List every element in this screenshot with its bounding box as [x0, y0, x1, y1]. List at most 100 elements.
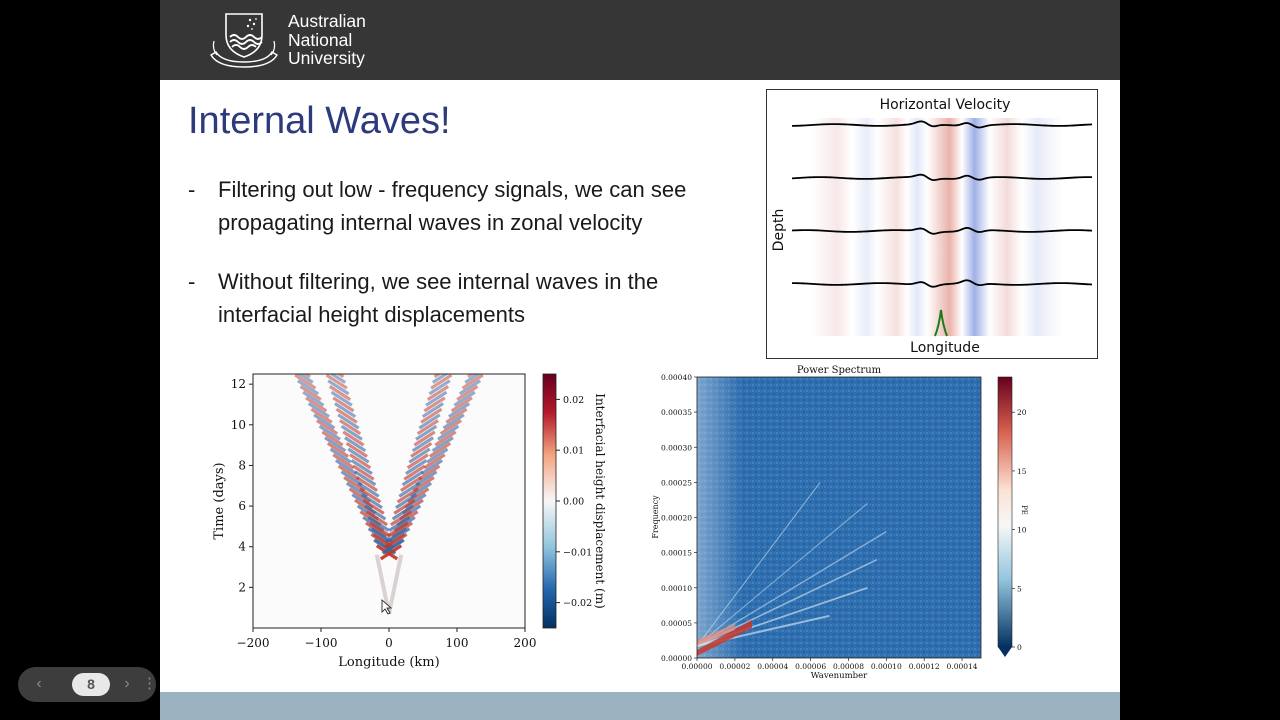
- mouse-cursor-icon: [381, 599, 393, 615]
- colorbar-tick-label: 15: [1017, 467, 1027, 476]
- wave-crest: [352, 464, 375, 481]
- wave-crest: [428, 441, 452, 458]
- wave-crest: [339, 419, 362, 436]
- x-tick-label: 100: [446, 636, 469, 650]
- logo-line: National: [288, 29, 353, 50]
- university-logo-text: Australian National University: [288, 12, 366, 68]
- colorbar-tick-label: 0.00: [563, 497, 584, 508]
- wave-crest: [418, 464, 441, 481]
- wave-crest: [418, 413, 441, 430]
- chart-title: Horizontal Velocity: [880, 97, 1011, 113]
- wave-crest: [381, 538, 404, 555]
- slide-header: Australian National University: [160, 0, 1120, 80]
- vertical-dots-icon[interactable]: ⋮: [142, 675, 157, 692]
- wave-crest: [335, 459, 358, 475]
- wave-crest: [340, 424, 363, 441]
- dispersion-ray: [697, 482, 821, 647]
- bullet-text: Filtering out low - frequency signals, w…: [218, 177, 687, 235]
- topography-bump: [934, 309, 948, 337]
- x-tick-label: 0.00012: [909, 662, 940, 671]
- colorbar-label: Interfacial height displacement (m): [593, 393, 607, 609]
- wave-crest: [337, 464, 360, 481]
- wave-crest: [344, 436, 367, 453]
- colorbar-extend-arrow: [998, 647, 1012, 657]
- colorbar-tick-label: −0.01: [563, 547, 592, 558]
- wave-stripes: [294, 360, 491, 615]
- wave-crest: [388, 515, 411, 532]
- wave-crest: [322, 360, 342, 371]
- wave-crest: [350, 459, 373, 475]
- wave-crest: [415, 424, 438, 441]
- x-tick-label: 0: [385, 636, 393, 650]
- x-tick-label: −200: [237, 636, 270, 650]
- wave-crest: [302, 390, 325, 407]
- wave-crest: [420, 459, 443, 475]
- wave-crest: [335, 407, 358, 424]
- x-axis-label: Wavenumber: [811, 671, 868, 681]
- wave-crest: [383, 532, 406, 549]
- wave-crest: [408, 447, 431, 464]
- wave-crest: [348, 487, 371, 504]
- y-tick-label: 0.00000: [661, 654, 692, 663]
- wave-crest: [425, 390, 448, 407]
- wave-crest: [328, 385, 352, 401]
- wave-crest: [406, 453, 429, 470]
- wave-crest: [431, 436, 454, 453]
- wave-crest: [360, 493, 383, 510]
- x-axis-ticks: −200 −100 0 100 200: [237, 628, 536, 650]
- wave-crest: [461, 374, 484, 390]
- chevron-left-icon[interactable]: ‹: [36, 675, 42, 692]
- wave-crest: [357, 481, 380, 498]
- wave-crest: [326, 441, 350, 458]
- colorbar-ticks: 20 15 10 5 0: [1012, 408, 1027, 652]
- wave-crest: [369, 521, 392, 538]
- x-axis-ticks: 0.00000 0.00002 0.00004 0.00006 0.00008 0.000…: [681, 658, 978, 671]
- wave-crest: [448, 402, 471, 419]
- wave-crest: [302, 374, 311, 379]
- interface-line: [791, 173, 1093, 182]
- wave-crest: [426, 447, 449, 464]
- wave-crest: [445, 407, 468, 424]
- wave-crest: [367, 527, 390, 544]
- y-axis-ticks: 2 4 6 8 10 12: [231, 377, 253, 594]
- chart-title: Power Spectrum: [797, 365, 882, 376]
- interface-line: [791, 120, 1093, 129]
- wave-crest: [456, 385, 479, 401]
- page-number-indicator[interactable]: 8: [72, 673, 110, 696]
- wave-crest: [321, 430, 344, 447]
- x-tick-label: 0.00002: [719, 662, 750, 671]
- wave-crest: [434, 430, 457, 447]
- wave-crest: [345, 441, 368, 458]
- wave-crest: [329, 374, 347, 384]
- wave-crest: [400, 476, 423, 492]
- x-axis-label: Longitude (km): [338, 655, 439, 670]
- colorbar-tick-label: 0.01: [563, 446, 584, 457]
- x-tick-label: 0.00014: [947, 662, 978, 671]
- colorbar: [542, 373, 557, 629]
- logo-line: Australian: [288, 11, 366, 31]
- slide-navigation-control: ‹ 8 › ⋮: [18, 667, 157, 702]
- wave-crest: [354, 470, 377, 487]
- wave-crest: [390, 510, 413, 527]
- wave-crest: [471, 360, 491, 371]
- bullet-marker: -: [188, 177, 196, 202]
- wave-crest: [421, 402, 444, 419]
- x-axis-label: Longitude: [910, 340, 980, 356]
- wave-crest: [437, 424, 460, 441]
- dispersion-rays: [697, 482, 887, 656]
- wave-crest: [415, 470, 438, 487]
- wave-crest: [296, 379, 320, 396]
- chevron-right-icon[interactable]: ›: [124, 675, 130, 692]
- y-tick-label: 0.00025: [661, 478, 692, 487]
- university-crest-icon: [210, 13, 278, 68]
- y-tick-label: 0.00035: [661, 408, 692, 417]
- interface-line: [791, 279, 1093, 288]
- wave-crest: [410, 441, 433, 458]
- wave-crest: [334, 402, 357, 419]
- wave-front: [387, 554, 404, 615]
- y-tick-label: 0.00030: [661, 443, 692, 452]
- y-tick-label: 8: [238, 458, 246, 472]
- x-tick-label: 0.00010: [871, 662, 902, 671]
- wave-crest: [316, 419, 339, 436]
- colorbar-tick-label: 10: [1017, 526, 1027, 535]
